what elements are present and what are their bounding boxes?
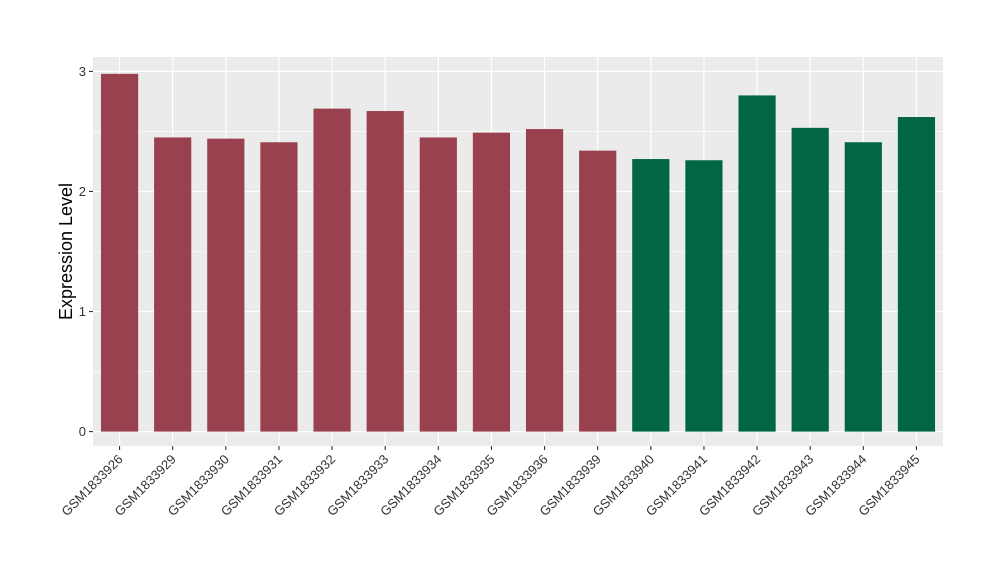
bar-GSM1833929 [154,137,192,432]
bar-GSM1833936 [525,129,564,432]
bar-GSM1833939 [579,150,617,432]
bar-GSM1833940 [632,159,670,432]
bar-GSM1833933 [366,111,404,432]
bar-GSM1833943 [791,127,829,432]
bar-GSM1833931 [260,142,298,432]
bar-GSM1833941 [685,160,723,432]
bar-GSM1833934 [419,137,457,432]
bar-GSM1833942 [738,95,776,432]
bar-GSM1833932 [313,108,351,432]
bar-GSM1833930 [207,138,245,432]
bars [100,73,936,432]
y-axis-title: Expression Level [56,183,76,320]
y-axis: 0 1 2 3 [79,64,93,439]
y-tick-label: 3 [79,64,86,79]
y-tick-label: 1 [79,304,86,319]
bar-GSM1833935 [472,132,511,432]
bar-GSM1833926 [100,73,139,432]
y-tick-label: 2 [79,184,86,199]
y-tick-label: 0 [79,424,86,439]
bar-GSM1833944 [844,142,882,432]
x-axis: GSM1833926GSM1833929GSM1833930GSM1833931… [58,446,923,519]
bar-GSM1833945 [897,117,936,432]
